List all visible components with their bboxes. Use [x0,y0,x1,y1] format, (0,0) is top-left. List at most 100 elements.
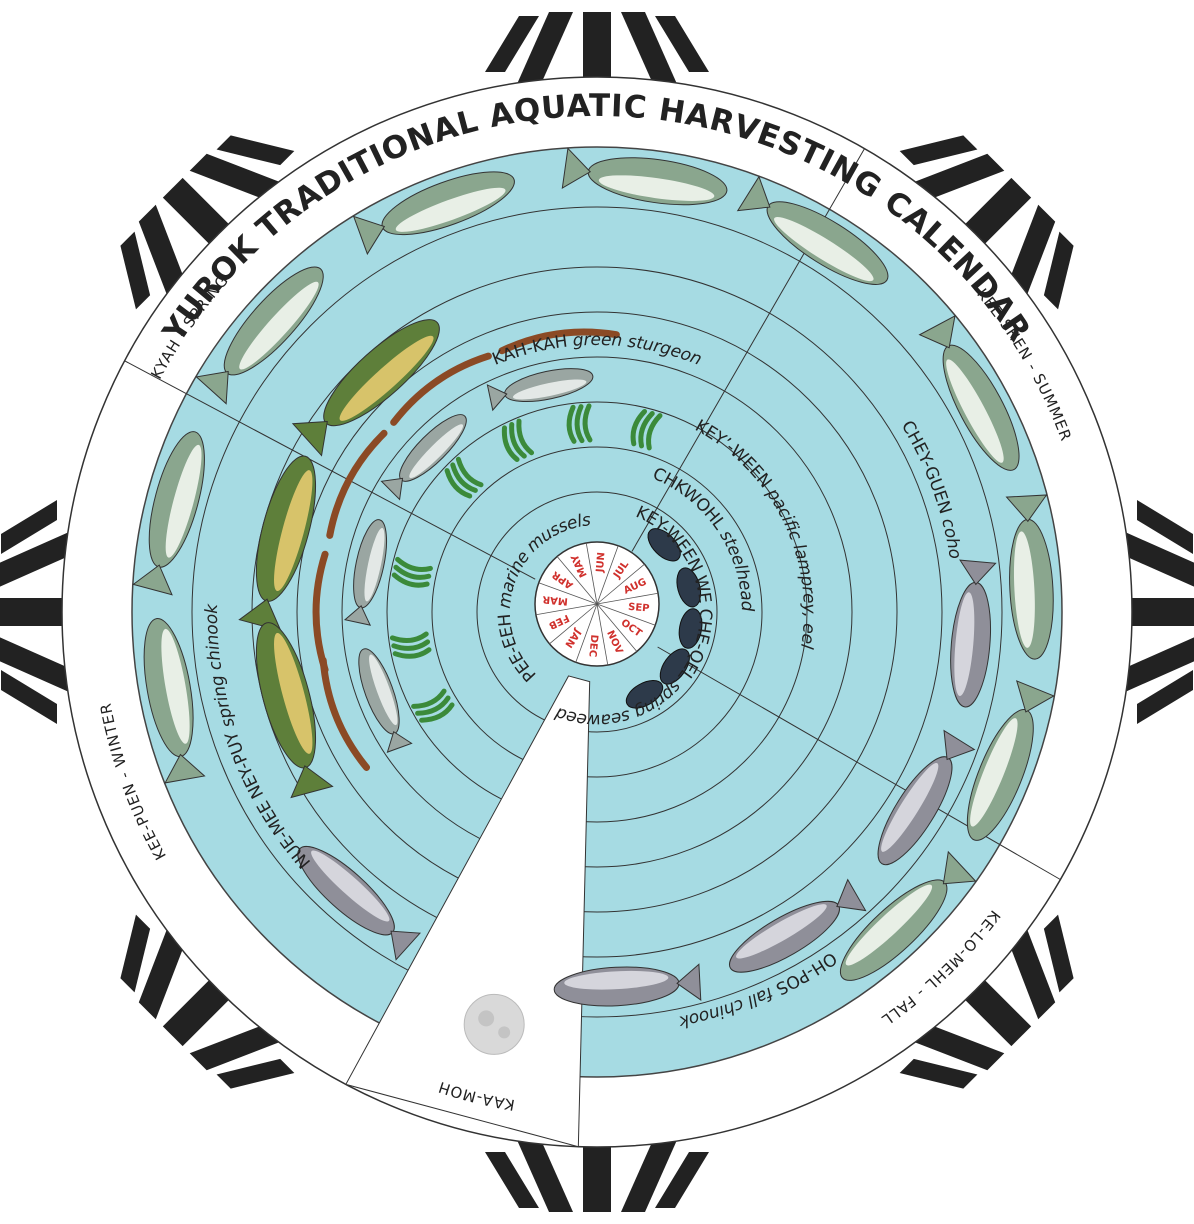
seaweed [411,688,455,723]
mussel [678,608,703,649]
steelhead-tail [486,384,508,412]
ornament-bar [0,598,69,626]
ornament-left-outer [485,16,539,72]
seaweed-frond [646,413,663,451]
seaweed-frond [582,403,593,443]
seaweed-frond [566,404,577,444]
month-divider [575,603,598,663]
ornament-left [913,153,1005,200]
fall-chinook-tail [943,729,976,761]
spring-chinook-belly [161,628,190,744]
month-divider [556,556,598,605]
month-divider [596,603,656,626]
steelhead-belly [512,379,587,400]
steelhead [486,368,594,412]
month-label: JUN [595,552,608,574]
spring-chinook-tail [132,564,173,596]
month-divider [538,582,598,605]
sturgeon-belly [339,335,434,421]
fall-chinook-tail [836,878,867,912]
seaweed-frond [574,404,585,444]
fall-chinook-belly [954,592,975,697]
seaweed-frond [391,639,431,651]
seaweed [444,456,484,499]
steelhead-tail [380,477,404,501]
ornament-right-outer [1043,231,1074,310]
chevron-ornament [485,12,709,84]
spring-chinook [132,431,205,596]
seaweed-frond [419,702,455,723]
lamprey [326,429,388,539]
ornament-left-outer [899,135,978,166]
month-label: MAR [542,593,569,606]
ornament-right-outer [899,1058,978,1089]
spring-chinook [195,266,324,405]
ornament-bar [583,1140,611,1212]
spring-chinook-belly [395,187,506,232]
ornament-bar [583,12,611,84]
steelhead-tail [343,605,372,626]
coho-tail [918,315,956,349]
ornament-right-outer [216,135,295,166]
spring-chinook-tail [164,753,206,784]
coho [839,850,977,981]
seaweed [391,556,433,588]
ornament-right [138,928,185,1020]
seaweed [630,408,663,451]
sturgeon-belly [274,470,313,592]
coho-belly [970,718,1018,827]
moon [463,993,525,1055]
spring-chinook-tail [736,175,771,212]
moon-crater [478,1010,495,1027]
ornament-right-outer [485,1152,539,1208]
ornament-left [1009,928,1056,1020]
ornament-right [517,1140,573,1212]
ornament-left-outer [1137,500,1193,554]
fall-chinook-tail [676,963,702,1001]
seaweed-frond [411,688,447,709]
ornament-left-outer [655,1152,709,1208]
ornament-left-outer [1043,914,1074,993]
steelhead [343,519,388,626]
ornament-right-outer [120,914,151,993]
fall-chinook-belly [736,904,827,959]
coho [1005,494,1054,660]
seaweed-frond [509,421,527,459]
coho-tail [1005,494,1048,523]
steelhead-belly [369,654,398,726]
ring-line [341,356,853,868]
coho-belly [946,359,1004,463]
chevron-ornament [120,914,295,1089]
ring-line [191,206,1003,1018]
spring-chinook-tail [352,215,386,256]
lamprey [498,328,620,355]
seaweed [566,403,593,444]
steelhead-belly [364,527,385,602]
fall-chinook-tail [390,930,422,961]
moon-crater [498,1026,511,1039]
spring-chinook [561,147,728,206]
seaweed-frond [393,564,432,580]
ornament-left-outer [120,231,151,310]
ornament-right [189,153,281,200]
fall-chinook-belly [311,850,390,922]
fall-chinook [950,559,997,708]
ornament-right-outer [1137,670,1193,724]
month-divider [596,603,609,666]
fall-chinook [877,729,976,866]
month-divider [596,545,619,605]
sturgeon-tail [291,421,328,457]
spring-chinook-belly [598,175,715,201]
month-divider [535,603,598,616]
sturgeon-belly [274,632,313,754]
fall-chinook-belly [564,970,669,990]
spring-chinook-tail [561,147,592,190]
seaweed-frond [389,631,429,644]
ornament-left-outer [1,670,57,724]
month-divider [585,542,598,605]
ornament-bar [960,177,1032,249]
seaweed-frond [392,647,432,659]
season-divider [657,646,1061,880]
ornament-right-outer [1,500,57,554]
